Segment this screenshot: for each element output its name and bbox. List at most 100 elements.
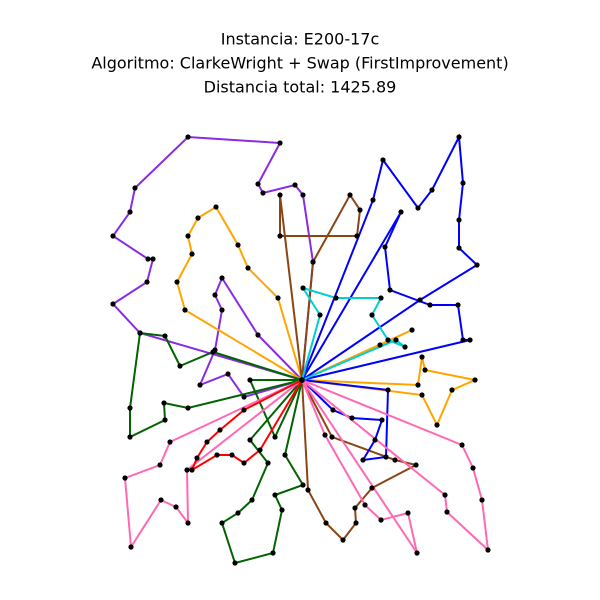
stop-point — [417, 297, 423, 303]
stop-point — [182, 307, 188, 313]
stop-point — [299, 377, 305, 383]
stop-point — [214, 452, 220, 458]
stop-point — [157, 462, 163, 468]
stop-point — [459, 442, 465, 448]
stop-point — [110, 301, 116, 307]
stop-point — [300, 192, 306, 198]
stop-point — [415, 382, 421, 388]
stop-point — [455, 302, 461, 308]
stop-point — [232, 560, 238, 566]
stop-point — [219, 307, 225, 313]
stop-point — [369, 485, 375, 491]
stop-point — [257, 447, 263, 453]
stop-point — [414, 550, 420, 556]
stop-point — [360, 457, 366, 463]
stop-point — [379, 417, 385, 423]
stop-point — [177, 363, 183, 369]
stop-point — [127, 405, 133, 411]
chart-title: Distancia total: 1425.89 — [204, 78, 397, 97]
route-line — [301, 379, 418, 554]
stop-point — [185, 520, 191, 526]
stop-point — [213, 204, 219, 210]
stop-point — [467, 337, 473, 343]
stop-point — [167, 439, 173, 445]
chart-title: Algoritmo: ClarkeWright + Swap (FirstImp… — [91, 54, 508, 73]
stop-point — [456, 245, 462, 251]
stop-point — [137, 330, 143, 336]
stop-point — [330, 407, 336, 413]
stop-point — [185, 233, 191, 239]
stop-point — [194, 455, 200, 461]
stop-point — [292, 182, 298, 188]
stop-point — [210, 349, 216, 355]
stop-point — [378, 517, 384, 523]
stop-point — [442, 492, 448, 498]
stop-point — [415, 205, 421, 211]
stop-point — [241, 394, 247, 400]
stop-point — [392, 457, 398, 463]
stop-point — [279, 507, 285, 513]
stop-point — [217, 427, 223, 433]
stop-point — [372, 437, 378, 443]
stop-point — [270, 550, 276, 556]
stop-point — [195, 215, 201, 221]
stop-point — [333, 295, 339, 301]
stop-point — [241, 407, 247, 413]
stop-point — [162, 333, 168, 339]
stop-point — [460, 337, 466, 343]
stop-point — [161, 400, 167, 406]
stop-point — [277, 140, 283, 146]
stop-point — [127, 209, 133, 215]
stop-point — [219, 520, 225, 526]
stop-point — [235, 242, 241, 248]
stop-point — [300, 285, 306, 291]
stop-point — [260, 190, 266, 196]
stop-point — [460, 180, 466, 186]
stop-point — [282, 452, 288, 458]
stop-point — [427, 302, 433, 308]
stop-point — [378, 295, 384, 301]
stop-point — [402, 344, 408, 350]
stop-point — [255, 332, 261, 338]
stop-point — [369, 312, 375, 318]
stop-point — [456, 134, 462, 140]
stop-point — [127, 434, 133, 440]
stop-point — [245, 265, 251, 271]
route-line — [300, 286, 406, 381]
stop-point — [145, 256, 151, 262]
stop-point — [449, 387, 455, 393]
stop-point — [385, 337, 391, 343]
stop-point — [305, 487, 311, 493]
stop-point — [185, 405, 191, 411]
stop-point — [380, 157, 386, 163]
stop-point — [393, 337, 399, 343]
route-line — [301, 379, 490, 553]
stop-point — [479, 497, 485, 503]
stop-point — [185, 134, 191, 140]
stop-point — [349, 415, 355, 421]
stop-point — [158, 497, 164, 503]
stop-point — [385, 387, 391, 393]
stop-point — [357, 207, 363, 213]
stop-point — [409, 327, 415, 333]
stop-point — [398, 209, 404, 215]
stop-point — [189, 251, 195, 257]
plot-area — [110, 133, 491, 566]
stop-point — [413, 462, 419, 468]
stop-point — [444, 509, 450, 515]
stop-point — [383, 454, 389, 460]
stop-point — [354, 233, 360, 239]
stop-point — [429, 187, 435, 193]
stop-point — [347, 192, 353, 198]
stop-point — [419, 392, 425, 398]
route-line — [301, 379, 390, 462]
stop-point — [265, 460, 271, 466]
stop-point — [197, 382, 203, 388]
stop-point — [219, 275, 225, 281]
route-line — [301, 133, 479, 381]
stop-point — [275, 295, 281, 301]
stop-point — [352, 505, 358, 511]
stop-point — [387, 287, 393, 293]
